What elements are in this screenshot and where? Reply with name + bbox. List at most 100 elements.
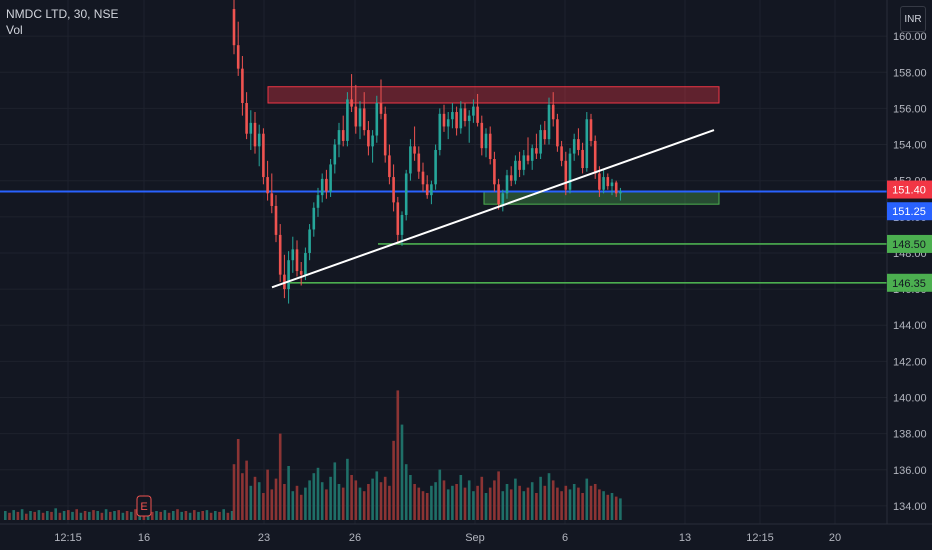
volume-bar — [12, 510, 15, 520]
earnings-marker[interactable] — [136, 495, 152, 517]
volume-bar — [88, 511, 91, 520]
candle-body — [564, 160, 568, 190]
candle-body — [459, 108, 463, 129]
volume-bar — [446, 489, 450, 520]
volume-bar — [79, 512, 83, 520]
event-marker-layer[interactable]: E — [136, 495, 152, 517]
candle-body — [417, 153, 421, 172]
volume-bar — [209, 512, 213, 520]
candle-body — [598, 173, 601, 190]
y-tick-label: 140.00 — [893, 393, 927, 405]
candle-body — [535, 148, 538, 154]
candle-body — [308, 229, 311, 253]
volume-bar — [316, 467, 320, 520]
chart-legend: NMDC LTD, 30, NSE Vol — [6, 6, 118, 38]
candle-body — [501, 193, 505, 205]
candle-body — [560, 146, 563, 161]
volume-bar — [551, 480, 555, 520]
volume-bar — [121, 512, 125, 520]
volume-bar — [283, 484, 286, 520]
candle-body — [371, 135, 374, 147]
candle-body — [606, 177, 610, 187]
price-labels: 151.40 151.25 148.50 146.35 — [887, 180, 932, 292]
volume-bar — [535, 493, 538, 520]
volume-bar — [434, 482, 437, 520]
candle-body — [589, 119, 593, 141]
candle-body — [249, 122, 253, 134]
support-zone[interactable] — [483, 191, 720, 205]
currency-badge[interactable]: INR — [900, 6, 926, 32]
resistance-zone[interactable] — [267, 86, 720, 104]
volume-bar — [253, 476, 257, 520]
volume-bar — [488, 487, 492, 520]
time-axis[interactable]: 12:15 16 23 26 Sep 6 13 12:15 20 — [54, 532, 841, 544]
volume-bar — [20, 509, 24, 520]
candle-body — [518, 160, 521, 170]
grid — [0, 0, 887, 524]
y-tick-label: 156.00 — [893, 103, 927, 115]
volume-bar — [438, 469, 442, 520]
volume-bar — [266, 469, 269, 520]
x-tick-label: 12:15 — [746, 532, 774, 544]
candle-body — [236, 45, 240, 69]
volume-bar — [392, 440, 395, 520]
candle-body — [375, 102, 379, 136]
volume-bar — [117, 510, 120, 520]
price-axis[interactable]: 134.00 136.00 138.00 140.00 142.00 144.00 146.… — [893, 31, 927, 513]
volume-bar — [308, 480, 311, 520]
y-tick-label: 160.00 — [893, 31, 927, 43]
volume-bar — [236, 439, 240, 520]
candle-body — [581, 149, 584, 169]
volume-bar — [278, 433, 282, 520]
candle-body — [320, 178, 324, 196]
trendline[interactable] — [271, 129, 715, 289]
volume-bar — [476, 485, 479, 520]
volume-bar — [404, 464, 408, 520]
candle-body — [346, 99, 349, 141]
volume-bar — [218, 511, 221, 520]
candle-body — [467, 115, 471, 122]
candle-body — [295, 249, 299, 272]
volume-bar — [329, 476, 332, 520]
trendline-layer[interactable] — [271, 129, 715, 289]
price-label-text: 151.40 — [892, 185, 926, 197]
volume-bars — [4, 390, 622, 520]
volume-bar — [197, 511, 200, 520]
volume-bar — [193, 510, 196, 520]
volume-bar — [442, 480, 446, 520]
volume-bar — [505, 484, 509, 520]
volume-bar — [484, 493, 488, 520]
volume-bar — [602, 491, 605, 520]
candle-body — [312, 207, 316, 230]
price-label-text: 148.50 — [892, 239, 926, 251]
candle-body — [278, 234, 282, 275]
candle-body — [472, 106, 475, 116]
volume-bar — [257, 482, 261, 520]
volume-bar — [130, 511, 133, 520]
volume-bar — [184, 511, 188, 520]
candle-body — [572, 139, 576, 154]
candle-body — [287, 260, 290, 290]
volume-bar — [222, 509, 225, 520]
candle-body — [476, 106, 479, 123]
price-label-box — [887, 180, 932, 199]
x-tick-label: 23 — [258, 532, 270, 544]
candle-body — [358, 108, 362, 127]
symbol-title[interactable]: NMDC LTD, 30, NSE — [6, 7, 119, 21]
candle-body — [325, 178, 328, 192]
volume-bar — [493, 480, 496, 520]
candle-body — [577, 139, 580, 150]
volume-label[interactable]: Vol — [6, 23, 23, 37]
candle-body — [379, 102, 383, 114]
volume-bar — [509, 489, 513, 520]
volume-bar — [245, 460, 248, 520]
price-label-text: 151.25 — [892, 206, 926, 218]
candle-body — [253, 122, 257, 147]
candle-body — [262, 133, 265, 178]
volume-bar — [163, 510, 167, 520]
volume-bar — [134, 509, 137, 520]
volume-bar — [354, 480, 358, 520]
candle-body — [341, 130, 345, 141]
candle-body — [430, 184, 433, 196]
